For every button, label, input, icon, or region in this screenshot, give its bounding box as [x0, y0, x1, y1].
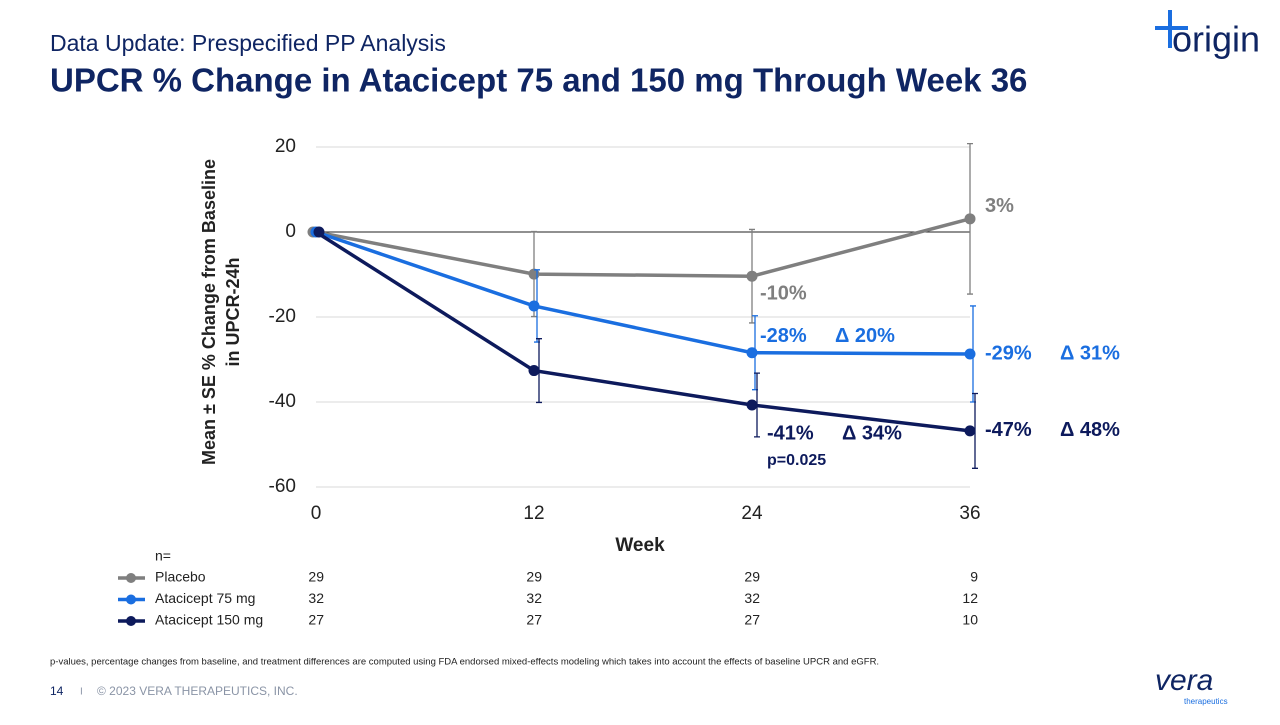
n-count: 27: [526, 612, 542, 628]
legend-marker: [126, 616, 136, 626]
x-tick-label: 24: [741, 503, 763, 524]
vera-sub: therapeutics: [1184, 697, 1228, 706]
y-axis-label: Mean ± SE % Change from Baseline in UPCR…: [199, 159, 243, 465]
origin-logo: origin: [1155, 10, 1260, 60]
data-point: [746, 270, 758, 282]
delta-label: Δ 20%: [835, 325, 895, 347]
value-label: 3%: [985, 195, 1014, 217]
value-label: -10%: [760, 282, 807, 304]
n-count: 27: [308, 612, 324, 628]
n-count: 32: [744, 590, 760, 606]
x-tick-label: 12: [523, 503, 544, 524]
y-axis-label-line: in UPCR-24h: [223, 257, 243, 366]
value-label: -29%: [985, 342, 1032, 364]
title: UPCR % Change in Atacicept 75 and 150 mg…: [50, 62, 1027, 99]
legend-marker: [126, 594, 136, 605]
footnote: p-values, percentage changes from baseli…: [50, 657, 879, 668]
data-point: [528, 365, 540, 377]
y-axis-label-line: Mean ± SE % Change from Baseline: [199, 159, 219, 465]
y-tick-label: -60: [269, 476, 296, 497]
data-point: [746, 347, 758, 359]
n-count: 32: [526, 590, 542, 606]
data-point: [528, 300, 540, 312]
n-header: n=: [155, 548, 171, 564]
y-tick-label: 0: [285, 221, 296, 242]
p-value-label: p=0.025: [767, 452, 826, 469]
y-tick-label: -20: [269, 306, 296, 327]
x-tick-label: 36: [959, 503, 980, 524]
series-line: [315, 230, 971, 433]
page-number: 14: [50, 684, 64, 698]
n-count: 29: [526, 569, 542, 585]
x-axis-label: Week: [615, 535, 665, 556]
n-count: 29: [308, 569, 324, 585]
y-tick-label: -40: [269, 391, 296, 412]
n-count: 12: [962, 590, 978, 606]
data-point: [964, 425, 976, 437]
subtitle: Data Update: Prespecified PP Analysis: [50, 30, 446, 56]
value-label: -28%: [760, 325, 807, 347]
n-count: 29: [744, 569, 760, 585]
n-count: 10: [962, 612, 978, 628]
vera-logo: vera: [1155, 664, 1213, 697]
logo-text: origin: [1172, 19, 1260, 60]
legend-label: Placebo: [155, 569, 206, 585]
legend-label: Atacicept 150 mg: [155, 612, 263, 628]
n-count: 27: [744, 612, 760, 628]
value-label: -41%: [767, 422, 814, 444]
value-label: -47%: [985, 419, 1032, 441]
legend-marker: [126, 573, 136, 583]
series-line: [315, 230, 971, 356]
data-point: [964, 348, 976, 360]
copyright: © 2023 VERA THERAPEUTICS, INC.: [97, 684, 298, 698]
delta-label: Δ 34%: [842, 422, 902, 444]
data-point: [313, 226, 325, 238]
series-line: [315, 217, 971, 278]
data-point: [964, 213, 976, 225]
legend-label: Atacicept 75 mg: [155, 590, 255, 606]
n-count: 9: [970, 569, 978, 585]
logo-cross: [1155, 10, 1188, 48]
delta-label: Δ 31%: [1060, 342, 1120, 364]
delta-label: Δ 48%: [1060, 419, 1120, 441]
data-point: [746, 399, 758, 411]
footer-separator: I: [80, 687, 83, 698]
x-tick-label: 0: [311, 503, 322, 524]
y-tick-label: 20: [275, 136, 296, 157]
n-count: 32: [308, 590, 324, 606]
